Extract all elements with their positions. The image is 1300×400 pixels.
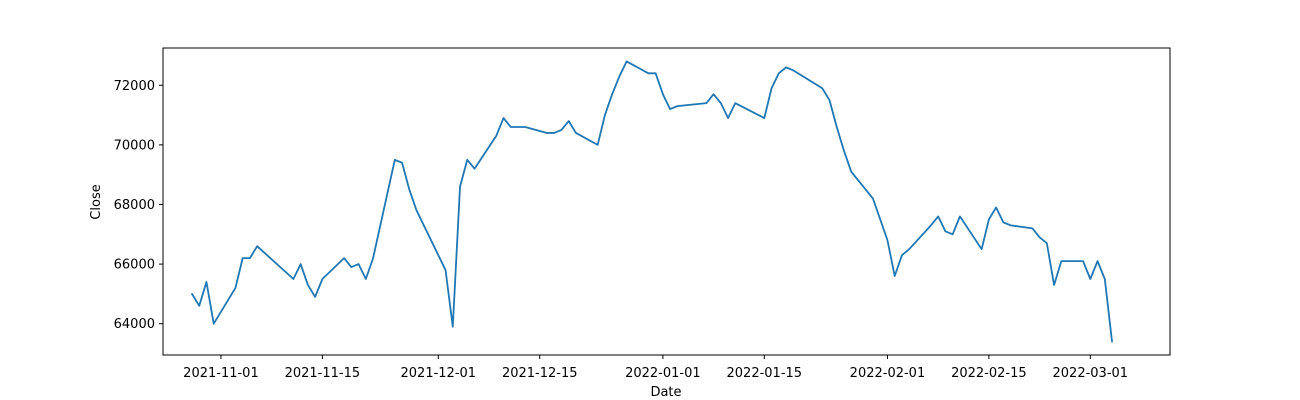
x-tick-label: 2021-11-01 bbox=[183, 366, 259, 381]
close-price-line bbox=[191, 60, 1113, 343]
y-axis-ticks: 64000 66000 68000 70000 72000 bbox=[114, 79, 163, 332]
plot-frame bbox=[162, 47, 1171, 356]
x-tick-label: 2021-12-15 bbox=[502, 366, 578, 381]
y-tick-label: 70000 bbox=[114, 138, 155, 153]
y-tick-label: 72000 bbox=[114, 79, 155, 94]
y-tick-label: 66000 bbox=[114, 258, 155, 273]
x-axis-label: Date bbox=[650, 385, 681, 400]
plot-area bbox=[163, 48, 1170, 355]
x-axis-ticks: 2021-11-01 2021-11-15 2021-12-01 2021-12-15… bbox=[183, 355, 1128, 381]
y-axis-label: Close bbox=[89, 184, 104, 219]
x-tick-label: 2022-01-15 bbox=[727, 366, 803, 381]
x-tick-label: 2021-11-15 bbox=[285, 366, 361, 381]
x-tick-label: 2021-12-01 bbox=[401, 366, 477, 381]
x-tick-label: 2022-02-01 bbox=[850, 366, 926, 381]
y-tick-label: 64000 bbox=[114, 317, 155, 332]
x-tick-label: 2022-02-15 bbox=[951, 366, 1027, 381]
x-tick-label: 2022-03-01 bbox=[1053, 366, 1129, 381]
x-tick-label: 2022-01-01 bbox=[625, 366, 701, 381]
y-tick-label: 68000 bbox=[114, 198, 155, 213]
